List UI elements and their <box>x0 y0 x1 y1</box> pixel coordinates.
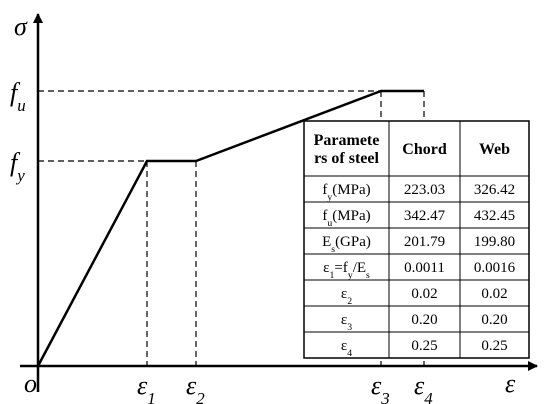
row-label: ε3 <box>341 312 352 333</box>
value-cell: 0.0016 <box>474 260 516 276</box>
subscript: s <box>331 244 335 255</box>
symbol: =f <box>334 260 347 276</box>
value-cell: 326.42 <box>474 182 515 198</box>
symbol: (MPa) <box>332 182 370 198</box>
subscript: 4 <box>347 348 352 359</box>
value-cell: 342.47 <box>404 208 446 224</box>
header-cell: Paramete <box>314 132 380 149</box>
row-label: ε2 <box>341 286 352 307</box>
value-cell: 432.45 <box>474 208 515 224</box>
subscript: y <box>327 192 332 203</box>
x-mark-label: ε4 <box>414 371 433 404</box>
subscript: 1 <box>147 389 155 404</box>
row-label: ε1=fy/Es <box>323 260 370 281</box>
symbol: f <box>322 182 327 198</box>
subscript: 2 <box>196 389 205 404</box>
row-label: fu(MPa) <box>322 208 370 229</box>
subscript: 3 <box>380 389 389 404</box>
symbol: ε <box>371 371 382 400</box>
symbol: E <box>322 234 331 250</box>
header-cell: Chord <box>402 141 447 158</box>
symbol: ε <box>186 371 197 400</box>
subscript: y <box>15 166 25 185</box>
row-label: fy(MPa) <box>322 182 370 203</box>
y-mark-label: fy <box>10 148 25 185</box>
y-label: σ <box>14 12 28 41</box>
symbol: ε <box>137 371 148 400</box>
table-background <box>303 120 530 359</box>
header-cell: Web <box>479 141 510 158</box>
value-cell: 0.0011 <box>404 260 445 276</box>
x-mark-label: ε1 <box>137 371 156 404</box>
symbol: ε <box>341 286 347 302</box>
curve <box>36 89 424 367</box>
row-label: ε4 <box>341 338 352 359</box>
symbol: ε <box>341 312 347 328</box>
subscript: s <box>366 270 370 281</box>
subscript: 1 <box>329 270 334 281</box>
header-cell: rs of steel <box>314 150 379 167</box>
subscript: 2 <box>347 296 352 307</box>
value-cell: 223.03 <box>404 182 445 198</box>
symbol: f <box>10 148 21 177</box>
subscript: 3 <box>347 322 352 333</box>
subscript: 4 <box>424 389 433 404</box>
value-cell: 0.02 <box>481 286 507 302</box>
symbol: ε <box>323 260 329 276</box>
y-mark-label: fu <box>10 78 26 115</box>
value-cell: 0.02 <box>411 286 437 302</box>
x-mark-label: ε3 <box>371 371 390 404</box>
symbol: ε <box>414 371 425 400</box>
value-cell: 201.79 <box>404 234 445 250</box>
value-cell: 199.80 <box>474 234 515 250</box>
x-label: ε <box>505 369 516 398</box>
symbol: (GPa) <box>335 234 371 250</box>
value-cell: 0.20 <box>411 312 437 328</box>
origin-label: o <box>24 369 37 398</box>
value-cell: 0.20 <box>481 312 507 328</box>
subscript: u <box>17 96 25 115</box>
subscript: u <box>327 218 332 229</box>
value-cell: 0.25 <box>411 338 437 354</box>
subscript: y <box>348 270 353 281</box>
x-mark-label: ε2 <box>186 371 205 404</box>
row-label: Es(GPa) <box>322 234 371 255</box>
value-cell: 0.25 <box>481 338 507 354</box>
symbol: ε <box>341 338 347 354</box>
symbol: /E <box>353 260 366 276</box>
symbol: (MPa) <box>332 208 370 224</box>
symbol: f <box>10 78 21 107</box>
symbol: f <box>322 208 327 224</box>
